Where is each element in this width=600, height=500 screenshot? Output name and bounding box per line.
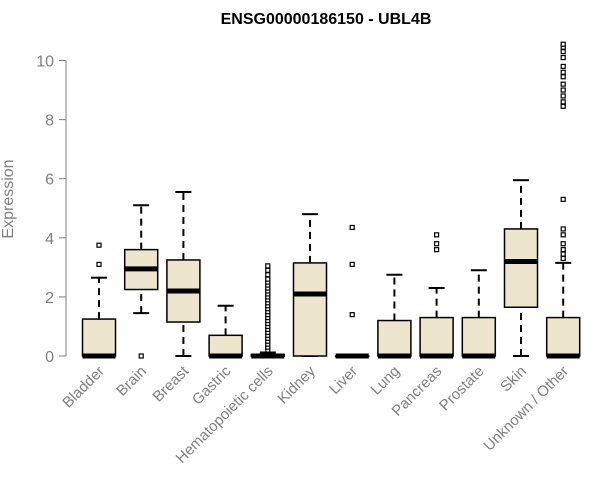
outlier-point (349, 312, 355, 318)
x-tick-label: Liver (326, 363, 361, 398)
outlier-point (560, 226, 566, 232)
box-iqr (503, 228, 539, 308)
outlier-point (434, 232, 440, 238)
boxes (81, 41, 581, 359)
box-iqr (292, 262, 328, 357)
box-0 (81, 242, 117, 359)
box-iqr (208, 334, 243, 357)
outlier-point (349, 261, 355, 267)
outlier-point (560, 81, 566, 87)
y-axis-label: Expression (0, 159, 17, 238)
y-tick-label: 0 (45, 349, 54, 366)
outlier-point (265, 267, 271, 273)
outlier-point (434, 241, 440, 247)
y-tick-label: 10 (36, 54, 54, 71)
box-1 (123, 204, 159, 359)
outlier-point (560, 63, 566, 70)
y-tick-label: 2 (45, 290, 54, 307)
box-4 (250, 263, 286, 359)
x-tick-label: Bladder (59, 363, 108, 412)
outlier-point (434, 247, 440, 253)
x-tick-label: Skin (497, 363, 530, 396)
box-iqr (545, 316, 581, 357)
box-iqr (377, 319, 412, 357)
outlier-point (560, 54, 566, 61)
outlier-point (560, 69, 566, 75)
y-tick-label: 4 (45, 231, 54, 248)
y-axis: 0 2 4 6 8 10 (36, 54, 67, 366)
box-9 (461, 269, 497, 359)
box-iqr (419, 316, 454, 357)
outlier-point (560, 93, 566, 99)
box-6 (334, 224, 370, 359)
x-tick-label: Kidney (274, 362, 319, 407)
outlier-point (560, 41, 566, 47)
outlier-point (96, 242, 102, 248)
outlier-point (560, 255, 566, 262)
x-tick-label: Breast (150, 362, 193, 405)
box-2 (166, 190, 201, 357)
box-11 (545, 41, 581, 359)
box-iqr (461, 316, 497, 357)
box-7 (377, 273, 412, 359)
outlier-point (265, 272, 271, 278)
x-tick-label: Lung (368, 363, 404, 399)
outlier-point (560, 247, 566, 253)
outlier-point (138, 353, 144, 359)
x-tick-label: Brain (113, 363, 150, 400)
box-8 (419, 232, 454, 359)
outlier-point (96, 261, 102, 267)
outlier-point (560, 251, 566, 257)
outlier-point (560, 87, 566, 93)
outlier-point (560, 232, 566, 238)
outlier-point (560, 49, 566, 55)
outlier-point (560, 241, 566, 247)
outlier-point (560, 99, 566, 105)
outlier-point (560, 196, 566, 202)
x-tick-label: Prostate (436, 363, 488, 415)
y-tick-label: 6 (45, 172, 54, 189)
outlier-point (349, 224, 355, 231)
y-tick-label: 8 (45, 113, 54, 130)
box-iqr (81, 318, 117, 357)
box-3 (208, 304, 243, 359)
box-5 (292, 213, 328, 357)
chart-title: ENSG00000186150 - UBL4B (221, 11, 432, 28)
outlier-point (560, 74, 566, 80)
outlier-point (560, 103, 566, 109)
box-10 (503, 179, 539, 357)
outlier-point (265, 276, 271, 282)
outlier-point (265, 263, 271, 269)
